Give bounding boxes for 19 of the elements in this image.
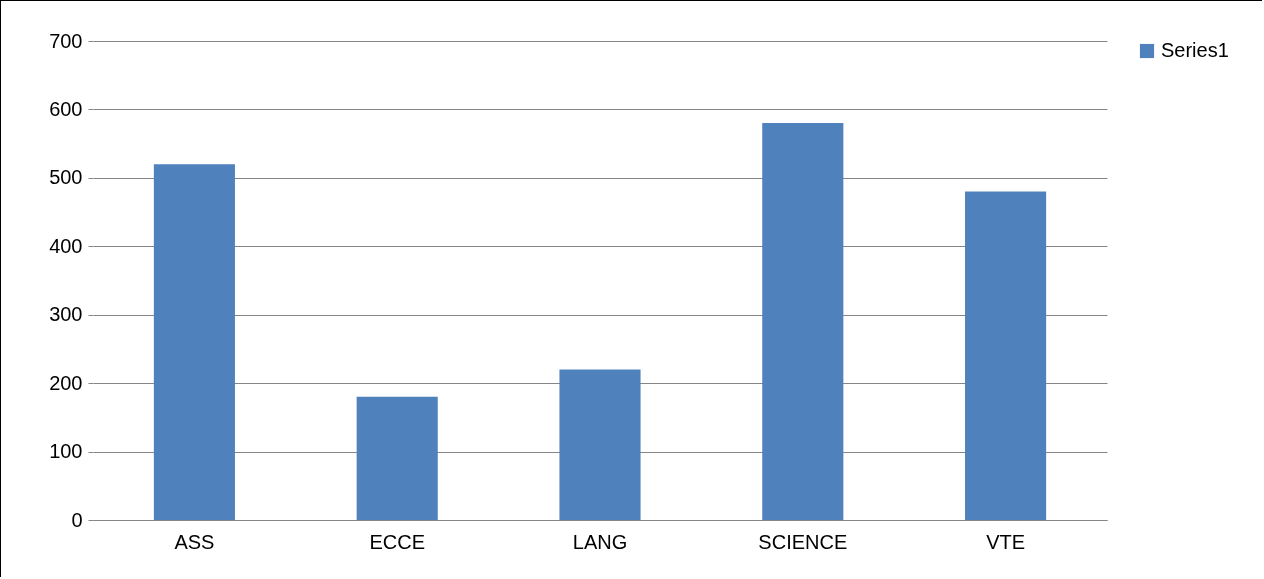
bar <box>153 164 235 520</box>
bar <box>965 191 1047 520</box>
y-tick-label: 600 <box>49 97 83 120</box>
x-tick-label: ASS <box>174 530 215 553</box>
bar <box>559 369 641 520</box>
y-tick-label: 100 <box>49 440 83 463</box>
y-tick-label: 0 <box>71 508 83 531</box>
legend-label: Series1 <box>1161 39 1229 61</box>
y-tick-label: 300 <box>49 303 83 326</box>
y-tick-label: 500 <box>49 166 83 189</box>
x-tick-label: SCIENCE <box>758 530 848 553</box>
bar <box>356 396 438 520</box>
y-tick-label: 400 <box>49 234 83 257</box>
x-tick-label: LANG <box>572 530 628 553</box>
x-tick-label: VTE <box>986 530 1026 553</box>
bar <box>762 123 844 520</box>
y-tick-label: 700 <box>49 29 83 52</box>
x-tick-label: ECCE <box>369 530 425 553</box>
y-tick-label: 200 <box>49 371 83 394</box>
